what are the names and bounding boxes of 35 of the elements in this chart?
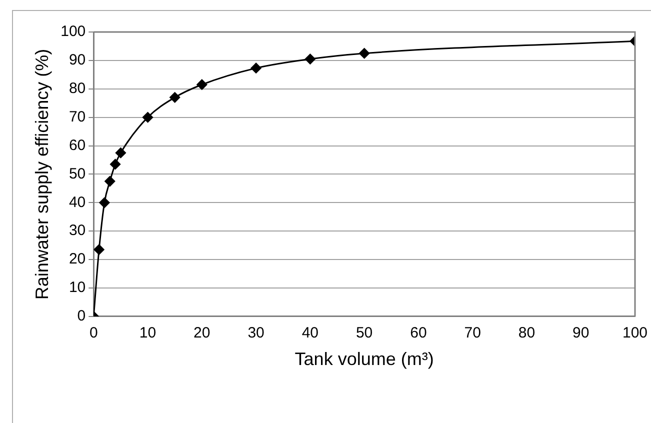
y-tick-label: 10 [68, 279, 86, 296]
point [304, 54, 316, 64]
point [104, 176, 116, 187]
point [250, 62, 262, 74]
x-axis-title: Tank volume (m³) [294, 349, 434, 370]
y-tick-label: 90 [68, 52, 86, 69]
y-tick-label: 50 [68, 165, 86, 182]
x-tick-label: 90 [572, 324, 590, 342]
point [142, 112, 154, 123]
x-tick-label: 20 [194, 324, 210, 342]
x-tick-label: 0 [89, 324, 98, 342]
y-tick-label: 30 [68, 222, 86, 240]
point [94, 244, 104, 255]
x-tick-label: 80 [518, 324, 536, 342]
x-tick-label: 50 [356, 324, 373, 342]
point [115, 148, 126, 158]
point [359, 48, 370, 59]
point [170, 92, 180, 103]
point [110, 158, 121, 170]
y-tick-label: 70 [68, 108, 86, 126]
x-tick-label: 40 [302, 324, 319, 342]
point [99, 197, 110, 208]
x-tick-label: 30 [248, 324, 264, 342]
y-tick-label: 60 [68, 136, 86, 154]
point [196, 79, 208, 90]
y-tick-label: 20 [68, 250, 86, 268]
y-axis-title: Rainwater supply efficiency (%) [32, 48, 52, 300]
x-tick-label: 70 [464, 324, 481, 342]
x-tick-label: 100 [622, 324, 648, 342]
y-tick-label: 0 [77, 308, 86, 325]
x-tick-label: 60 [410, 324, 427, 342]
y-tick-label: 100 [60, 23, 86, 40]
y-tick-label: 80 [68, 80, 86, 98]
y-tick-label: 40 [68, 194, 86, 211]
x-tick-label: 10 [139, 324, 156, 342]
